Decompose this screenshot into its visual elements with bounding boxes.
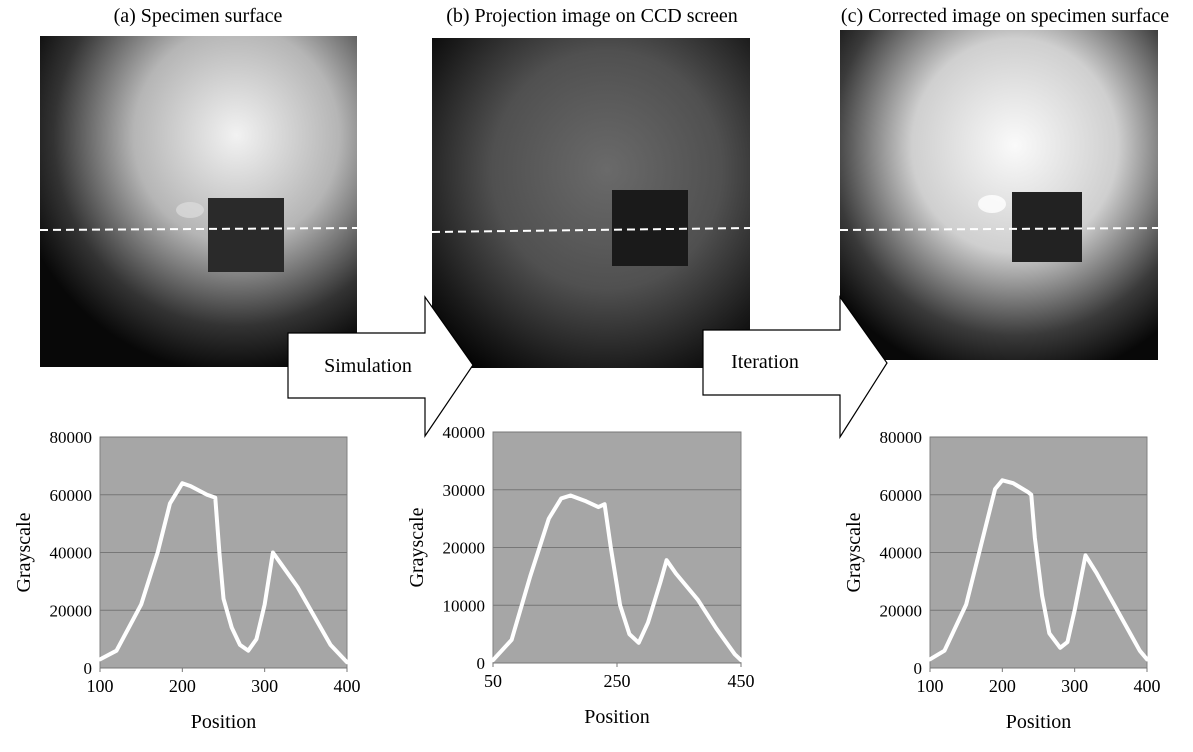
- x-axis-label: Position: [584, 706, 650, 728]
- y-axis-label: Grayscale: [13, 512, 35, 592]
- arrow: [702, 295, 888, 440]
- y-axis-label: Grayscale: [406, 507, 428, 587]
- y-axis-label: Grayscale: [843, 512, 865, 592]
- x-tick-label: 300: [251, 676, 278, 696]
- arrow-label: Simulation: [324, 355, 412, 377]
- x-tick-label: 200: [169, 676, 196, 696]
- x-tick-label: 250: [604, 671, 631, 691]
- image-a: [39, 36, 358, 367]
- x-tick-label: 400: [334, 676, 361, 696]
- arrow-label: Iteration: [731, 351, 799, 373]
- panel-caption: (a) Specimen surface: [114, 5, 283, 27]
- x-axis-label: Position: [191, 711, 257, 733]
- y-tick-label: 0: [914, 659, 923, 678]
- x-tick-label: 100: [87, 676, 114, 696]
- y-tick-label: 20000: [880, 601, 923, 620]
- y-tick-label: 40000: [50, 544, 93, 563]
- image-b: [431, 38, 751, 368]
- x-tick-label: 200: [989, 676, 1016, 696]
- data-line: [98, 481, 349, 665]
- x-axis-label: Position: [1006, 711, 1072, 733]
- y-tick-label: 80000: [880, 428, 923, 447]
- panel-caption: (c) Corrected image on specimen surface: [841, 5, 1169, 27]
- y-tick-label: 60000: [880, 486, 923, 505]
- data-line: [491, 493, 743, 663]
- panel-caption: (b) Projection image on CCD screen: [446, 5, 738, 27]
- x-tick-label: 400: [1134, 676, 1161, 696]
- y-tick-label: 30000: [443, 481, 486, 500]
- arrow: [287, 295, 474, 438]
- y-tick-label: 0: [477, 654, 486, 673]
- x-tick-label: 100: [917, 676, 944, 696]
- y-tick-label: 10000: [443, 596, 486, 615]
- x-tick-label: 50: [484, 671, 502, 691]
- image-c: [839, 30, 1159, 360]
- y-tick-label: 60000: [50, 486, 93, 505]
- x-tick-label: 300: [1061, 676, 1088, 696]
- y-tick-label: 20000: [443, 539, 486, 558]
- y-tick-label: 20000: [50, 601, 93, 620]
- y-tick-label: 80000: [50, 428, 93, 447]
- x-tick-label: 450: [728, 671, 755, 691]
- y-tick-label: 40000: [443, 423, 486, 442]
- y-tick-label: 40000: [880, 544, 923, 563]
- data-line: [928, 478, 1149, 662]
- y-tick-label: 0: [84, 659, 93, 678]
